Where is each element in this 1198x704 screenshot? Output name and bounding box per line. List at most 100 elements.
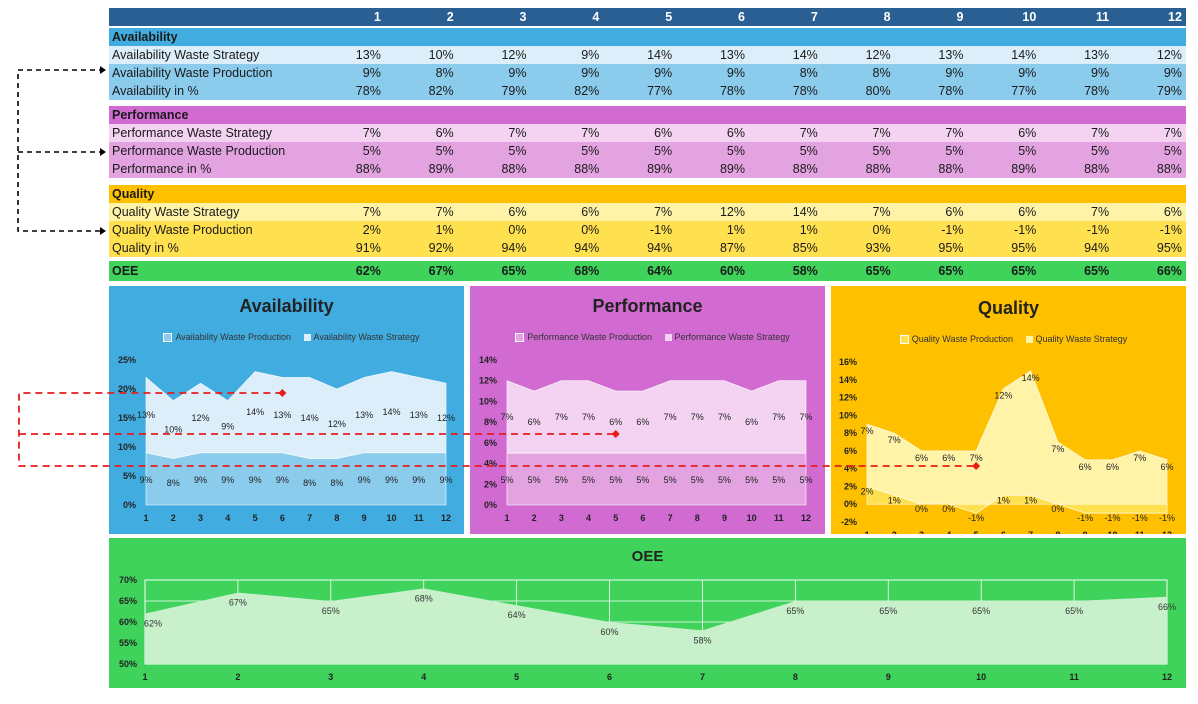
table-row: Quality Waste Strategy 7% 7% 6% 6% 7% 12% 14% 7%… xyxy=(109,203,1186,221)
table-cell: 87% xyxy=(719,241,745,255)
strategy-data-label: 7% xyxy=(888,435,901,445)
table-cell: 5% xyxy=(1091,144,1110,158)
table-cell: 78% xyxy=(938,84,964,98)
x-tick-label: 5 xyxy=(253,513,258,523)
table-cell: 14% xyxy=(792,48,818,62)
table-cell: 7% xyxy=(654,205,673,219)
table-cell: 78% xyxy=(1084,84,1110,98)
x-tick-label: 11 xyxy=(1135,530,1145,534)
bracket-connector xyxy=(17,69,104,232)
y-tick-label: 10% xyxy=(839,410,857,420)
table-cell: 10% xyxy=(428,48,454,62)
table-header-row: 1 2 3 4 5 6 7 8 9 10 11 12 xyxy=(109,8,1186,26)
table-cell: 5% xyxy=(362,144,381,158)
oee-label: OEE xyxy=(112,264,139,278)
x-tick-label: 1 xyxy=(504,513,509,523)
x-tick-label: 12 xyxy=(1162,672,1172,682)
table-cell: 88% xyxy=(792,162,818,176)
table-cell: 6% xyxy=(726,126,745,140)
table-cell: 85% xyxy=(792,241,818,255)
table-cell: 88% xyxy=(574,162,600,176)
month-header: 2 xyxy=(446,10,454,24)
oee-cell: 65% xyxy=(1084,264,1110,278)
strategy-data-label: 7% xyxy=(500,412,513,422)
legend-label: Availability Waste Production xyxy=(175,332,291,342)
table-cell: 13% xyxy=(719,48,745,62)
availability-chart-legend: Availability Waste Production Availabili… xyxy=(109,332,464,343)
production-data-label: 8% xyxy=(330,478,343,488)
oee-data-label: 64% xyxy=(508,610,526,620)
x-tick-label: 2 xyxy=(892,530,897,534)
availability-chart: 0%5%10%15%20%25%1 2 3 4 5 6 7 8 9 10 11 129% 8% 9% 9% 9… xyxy=(118,355,455,523)
table-cell: -1% xyxy=(1014,223,1037,237)
table-cell: 9% xyxy=(1018,66,1037,80)
x-tick-label: 12 xyxy=(1162,530,1172,534)
x-tick-label: 5 xyxy=(613,513,618,523)
production-data-label: 8% xyxy=(303,478,316,488)
table-cell: 82% xyxy=(428,84,454,98)
availability-section-header: Availability xyxy=(109,28,1186,46)
oee-data-label: 68% xyxy=(415,593,433,603)
y-tick-label: 4% xyxy=(844,464,857,474)
strategy-data-label: 7% xyxy=(555,412,568,422)
oee-data-label: 67% xyxy=(229,598,247,608)
table-cell: 2% xyxy=(362,223,381,237)
table-cell: 6% xyxy=(1163,205,1182,219)
table-cell: 8% xyxy=(872,66,891,80)
row-label: Availability Waste Production xyxy=(112,66,273,80)
table-cell: 7% xyxy=(581,126,600,140)
legend-label: Performance Waste Production xyxy=(527,332,652,342)
x-tick-label: 8 xyxy=(1055,530,1060,534)
y-tick-label: 10% xyxy=(118,442,136,452)
x-tick-label: 3 xyxy=(559,513,564,523)
strategy-data-label: 7% xyxy=(860,426,873,436)
oee-cell: 65% xyxy=(865,264,891,278)
x-tick-label: 4 xyxy=(421,672,426,682)
y-tick-label: 10% xyxy=(479,396,497,406)
legend-swatch xyxy=(1025,336,1033,344)
oee-row: OEE 62% 67% 65% 68% 64% 60% 58% 65% 65% 65% 65% 66% xyxy=(109,261,1186,281)
row-label: Availability in % xyxy=(112,84,199,98)
strategy-data-label: 12% xyxy=(994,391,1012,401)
y-tick-label: -2% xyxy=(841,517,857,527)
table-cell: 5% xyxy=(581,144,600,158)
table-row: Performance in % 88% 89% 88% 88% 89% 89% 88% 88%… xyxy=(109,160,1186,178)
y-tick-label: 8% xyxy=(844,428,857,438)
production-data-label: 9% xyxy=(194,475,207,485)
strategy-area xyxy=(866,370,1168,514)
table-cell: 5% xyxy=(1163,144,1182,158)
strategy-area xyxy=(506,380,807,454)
table-row: Quality in % 91% 92% 94% 94% 94% 87% 85% 93% 95% 9… xyxy=(109,239,1186,257)
table-cell: 6% xyxy=(654,126,673,140)
arrow-head-icon xyxy=(100,227,106,235)
oee-chart-panel: OEE 50% 55% 60% 65% 70% 1 2 3 4 5 6 7 8 9 10 11 12 62% 67%… xyxy=(109,538,1186,688)
y-tick-label: 0% xyxy=(123,500,136,510)
table-row: Availability in % 78% 82% 79% 82% 77% 78% 78% 80… xyxy=(109,82,1186,100)
row-label: Quality in % xyxy=(112,241,179,255)
table-cell: 5% xyxy=(945,144,964,158)
x-tick-label: 7 xyxy=(700,672,705,682)
strategy-data-label: 7% xyxy=(582,412,595,422)
oee-cell: 65% xyxy=(938,264,964,278)
month-header: 4 xyxy=(592,10,600,24)
strategy-data-label: 9% xyxy=(221,422,234,432)
table-cell: 88% xyxy=(501,162,527,176)
oee-cell: 64% xyxy=(647,264,673,278)
performance-section-header: Performance xyxy=(109,106,1186,124)
production-data-label: 8% xyxy=(167,478,180,488)
table-cell: 94% xyxy=(501,241,527,255)
x-tick-label: 8 xyxy=(334,513,339,523)
table-cell: 7% xyxy=(1163,126,1182,140)
x-tick-label: 9 xyxy=(1083,530,1088,534)
oee-area xyxy=(145,588,1167,664)
table-cell: 89% xyxy=(647,162,673,176)
strategy-data-label: 13% xyxy=(410,410,428,420)
month-header: 9 xyxy=(956,10,964,24)
oee-cell: 68% xyxy=(574,264,600,278)
strategy-data-label: 12% xyxy=(437,413,455,423)
table-row: Availability Waste Production 9% 8% 9% 9% 9% 9… xyxy=(109,64,1186,82)
y-tick-label: 2% xyxy=(484,479,497,489)
table-cell: 9% xyxy=(1091,66,1110,80)
table-cell: 77% xyxy=(647,84,673,98)
x-tick-label: 4 xyxy=(225,513,230,523)
